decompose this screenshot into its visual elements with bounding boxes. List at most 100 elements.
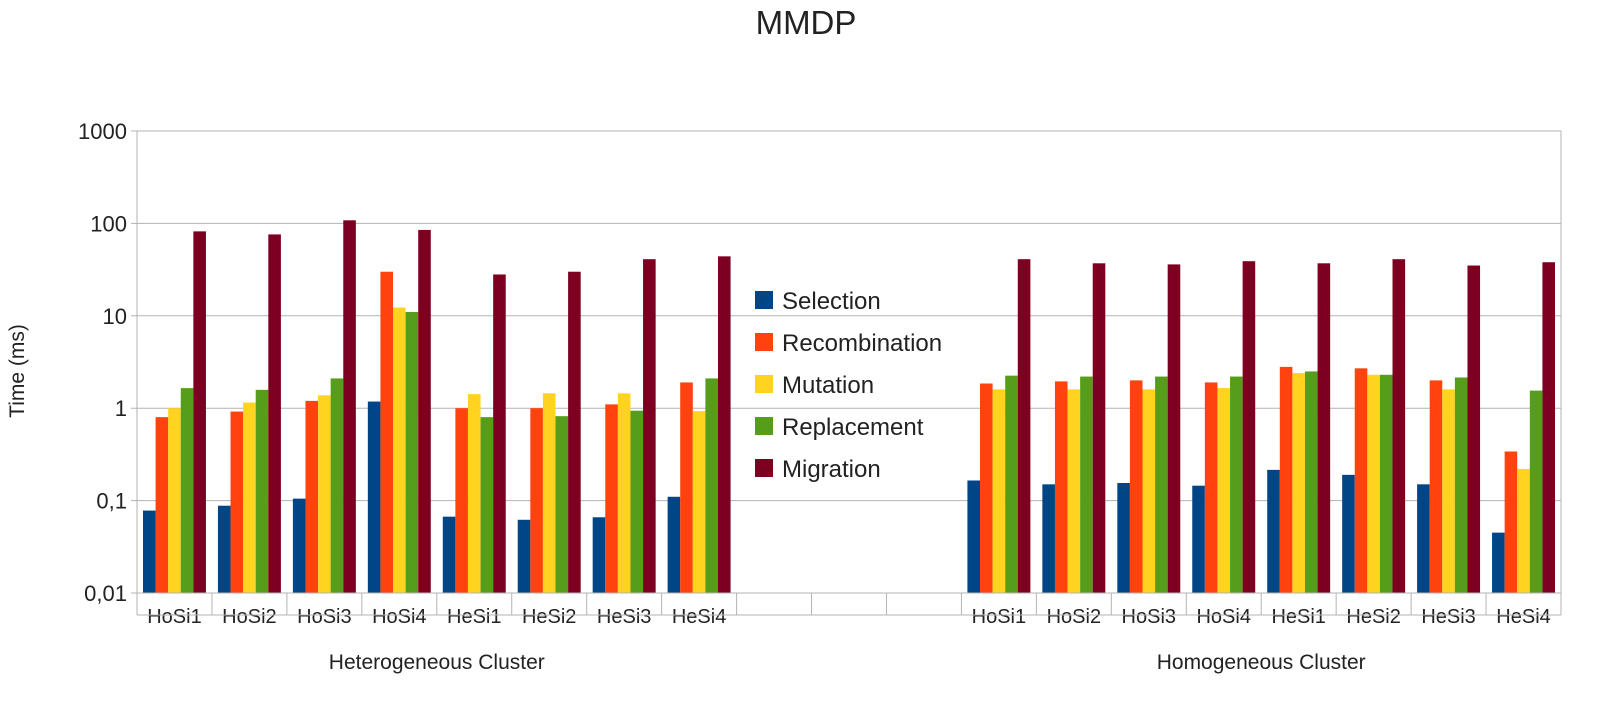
legend-label: Migration — [782, 456, 881, 483]
bar-migration — [1242, 261, 1256, 593]
legend-swatch-selection — [755, 291, 773, 309]
bar-mutation — [617, 393, 631, 593]
y-tick-label: 0,1 — [96, 489, 127, 514]
x-tick-label: HeSi1 — [1271, 606, 1325, 628]
x-tick-label: HoSi1 — [972, 606, 1026, 628]
bar-replacement — [1155, 376, 1168, 593]
bar-mutation — [467, 394, 481, 593]
bar-replacement — [480, 417, 494, 593]
bar-migration — [493, 274, 506, 593]
bar-replacement — [630, 410, 644, 593]
bar-selection — [1117, 483, 1130, 593]
bar-selection — [1042, 484, 1055, 593]
bar-mutation — [1442, 389, 1455, 593]
bar-migration — [193, 231, 206, 594]
bar-recombination — [455, 408, 468, 593]
legend: Selection Recombination Mutation Replacemen… — [755, 288, 942, 483]
bar-migration — [1092, 263, 1106, 593]
bar-mutation — [1292, 373, 1305, 593]
bar-selection — [667, 496, 681, 593]
bar-migration — [1167, 264, 1181, 593]
legend-swatch-mutation — [755, 375, 773, 393]
legend-swatch-migration — [755, 459, 773, 477]
bar-recombination — [1204, 382, 1218, 593]
bar-recombination — [155, 417, 169, 593]
x-tick-label: HeSi1 — [447, 606, 501, 628]
bar-mutation — [542, 393, 556, 593]
bar-recombination — [1279, 366, 1293, 593]
bar-mutation — [318, 395, 331, 593]
bar-replacement — [705, 378, 718, 593]
x-tick-label: HeSi2 — [1346, 606, 1400, 628]
x-tick-label: HoSi4 — [372, 606, 426, 628]
x-tick-label: HoSi4 — [1196, 606, 1250, 628]
bar-recombination — [1129, 380, 1143, 593]
bar-migration — [717, 256, 731, 593]
bar-migration — [1542, 262, 1556, 593]
bar-migration — [1317, 263, 1331, 593]
y-tick-label: 100 — [90, 211, 127, 236]
bar-recombination — [1054, 381, 1068, 593]
bar-replacement — [1379, 374, 1393, 593]
x-tick-label: HoSi1 — [147, 606, 201, 628]
y-tick-label: 1000 — [78, 119, 127, 144]
bar-replacement — [1304, 371, 1318, 593]
legend-label: Recombination — [782, 330, 942, 357]
bar-selection — [367, 401, 381, 593]
y-axis-ticks: 0,01 0,1 1 10 100 1000 — [78, 119, 127, 606]
bar-migration — [1017, 259, 1031, 593]
bar-selection — [142, 510, 156, 593]
x-tick-label: HoSi2 — [1047, 606, 1101, 628]
bar-mutation — [1517, 468, 1530, 593]
bar-mutation — [692, 411, 706, 593]
bar-migration — [268, 234, 281, 593]
bar-selection — [292, 498, 306, 593]
y-tick-label: 0,01 — [84, 581, 127, 606]
y-tick-label: 10 — [103, 304, 127, 329]
bar-selection — [1267, 469, 1280, 593]
bar-replacement — [555, 416, 569, 593]
bar-replacement — [1080, 376, 1093, 593]
bar-selection — [442, 516, 456, 593]
group-label: Homogeneous Cluster — [1157, 651, 1366, 674]
bar-selection — [1192, 485, 1205, 593]
bar-migration — [568, 271, 581, 593]
x-tick-label: HoSi3 — [297, 606, 351, 628]
bar-migration — [418, 229, 431, 593]
bar-mutation — [1142, 389, 1156, 593]
bar-replacement — [1454, 377, 1468, 593]
bar-recombination — [680, 382, 693, 593]
bar-recombination — [230, 411, 244, 593]
bar-replacement — [1230, 376, 1243, 593]
legend-swatch-recombination — [755, 333, 773, 351]
x-tick-label: HeSi4 — [672, 606, 726, 628]
x-tick-label: HeSi3 — [597, 606, 651, 628]
bar-replacement — [255, 389, 269, 593]
bar-selection — [592, 517, 606, 593]
bar-recombination — [980, 383, 993, 593]
x-tick-label: HeSi4 — [1496, 606, 1550, 628]
bar-recombination — [380, 271, 394, 593]
bar-selection — [1417, 484, 1430, 593]
bar-replacement — [330, 378, 344, 593]
bar-mutation — [168, 408, 181, 593]
bar-recombination — [530, 408, 543, 593]
legend-label: Replacement — [782, 414, 924, 441]
bar-replacement — [1529, 390, 1543, 593]
bar-replacement — [405, 311, 419, 593]
x-axis: HoSi1 HoSi2 HoSi3 HoSi4 HeSi1 HeSi2 HeSi3 HeSi4… — [136, 592, 1562, 674]
x-tick-label: HeSi2 — [522, 606, 576, 628]
bar-migration — [643, 259, 656, 593]
y-axis-label: Time (ms) — [6, 324, 29, 418]
bar-selection — [517, 519, 531, 593]
bar-mutation — [1067, 389, 1081, 593]
bar-recombination — [605, 404, 618, 593]
x-tick-label: HoSi2 — [222, 606, 276, 628]
group-label: Heterogeneous Cluster — [329, 651, 545, 674]
x-tick-label: HoSi3 — [1122, 606, 1176, 628]
legend-label: Mutation — [782, 372, 874, 399]
bar-mutation — [1217, 388, 1231, 593]
bar-mutation — [393, 307, 406, 593]
bar-recombination — [1354, 368, 1368, 593]
